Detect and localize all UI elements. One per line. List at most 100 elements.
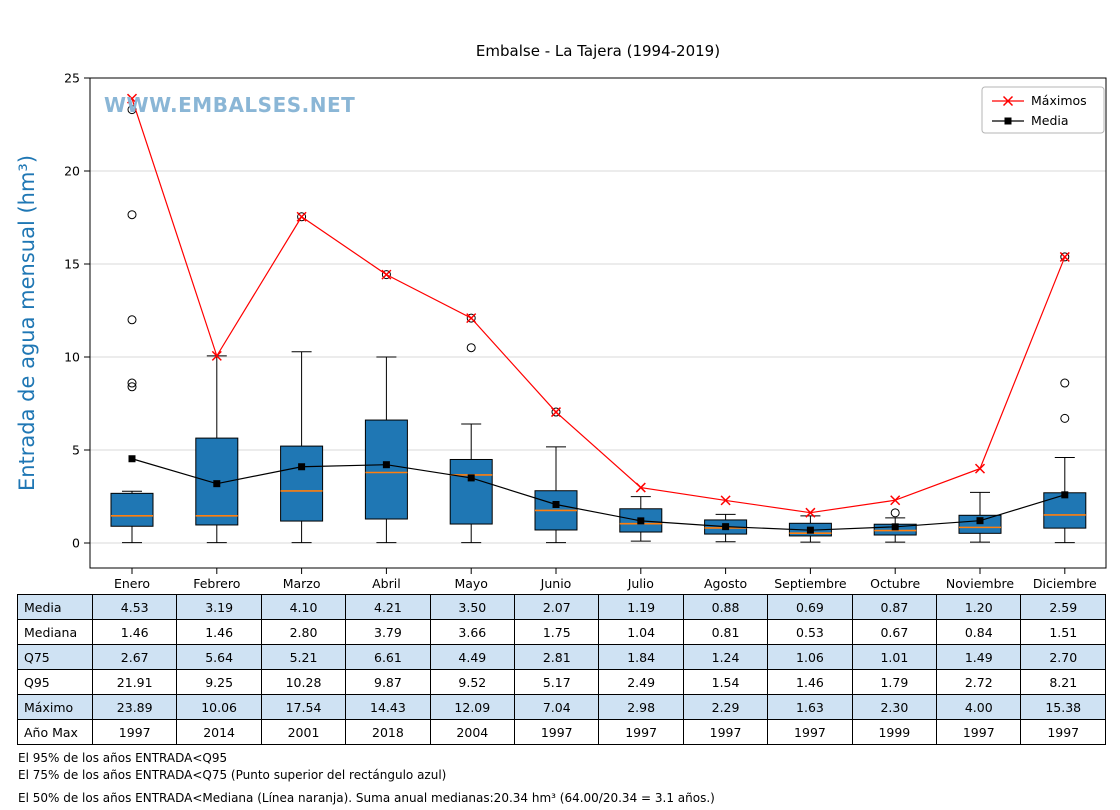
stat-cell: 10.06 — [176, 694, 262, 720]
y-tick-label: 15 — [64, 257, 80, 272]
square-marker — [213, 480, 221, 488]
legend-media-label: Media — [1031, 113, 1069, 128]
stat-cell: 1.06 — [767, 644, 853, 670]
stat-cell: 2.80 — [260, 619, 347, 645]
stat-cell: 3.66 — [429, 619, 516, 645]
stat-cell: 5.64 — [176, 644, 262, 670]
stat-cell: 1.79 — [851, 669, 938, 695]
table-row: Q95 21.91 9.25 10.28 9.87 9.52 5.17 2.49 1.54 1.4… — [17, 669, 1106, 695]
x-marker — [296, 211, 307, 222]
stat-cell: 1.19 — [598, 594, 684, 620]
stat-cell: 1.46 — [176, 619, 262, 645]
x-tick-label: Diciembre — [1033, 576, 1097, 591]
monthly-inflow-boxplot-chart: 0 5 10 15 20 25 Enero Febrero Marzo Abril Mayo Juni… — [15, 42, 1107, 591]
stat-cell: 3.79 — [345, 619, 431, 645]
iqr-box — [280, 445, 324, 522]
x-tick-label: Septiembre — [774, 576, 847, 591]
iqr-box — [110, 492, 154, 527]
square-marker — [806, 526, 814, 534]
stat-cell: 9.52 — [429, 669, 516, 695]
stat-cell: 2004 — [429, 719, 516, 745]
outlier-circle — [466, 313, 476, 323]
stat-cell: 12.09 — [429, 694, 516, 720]
square-marker — [1061, 491, 1069, 499]
square-marker — [382, 461, 390, 469]
legend-media-marker — [1004, 117, 1012, 125]
stat-cell: 10.28 — [260, 669, 347, 695]
x-marker — [720, 495, 731, 506]
stat-cell: 1.54 — [682, 669, 769, 695]
x-marker — [126, 93, 138, 104]
stat-cell: 2.81 — [514, 644, 600, 670]
stat-cell: 1997 — [598, 719, 684, 745]
outlier-circle — [127, 382, 137, 392]
stat-cell: 1999 — [851, 719, 938, 745]
stat-cell: 5.17 — [514, 669, 600, 695]
x-tick-label: Febrero — [193, 576, 240, 591]
boxplot-month-5 — [534, 407, 578, 544]
y-tick-label: 0 — [72, 536, 80, 551]
series-line — [131, 458, 1065, 531]
stat-cell: 0.87 — [851, 594, 938, 620]
row-label: Media — [17, 594, 93, 620]
outlier-circle — [551, 407, 561, 417]
stat-cell: 1.49 — [936, 644, 1022, 670]
x-marker — [1002, 95, 1014, 107]
stat-cell: 7.04 — [514, 694, 600, 720]
x-marker — [805, 507, 816, 518]
stat-cell: 4.10 — [260, 594, 347, 620]
stat-cell: 2001 — [260, 719, 347, 745]
stat-cell: 21.91 — [91, 669, 178, 695]
outlier-circle — [1060, 252, 1070, 262]
square-marker — [637, 517, 645, 525]
stat-cell: 1.51 — [1020, 619, 1106, 645]
square-marker — [552, 500, 560, 508]
x-marker — [466, 313, 477, 324]
outlier-circle — [1060, 413, 1070, 423]
plot-border — [89, 77, 1107, 569]
stat-cell: 1.63 — [767, 694, 853, 720]
table-row: Media 4.53 3.19 4.10 4.21 3.50 2.07 1.19 0.88 0.6… — [17, 594, 1106, 620]
x-marker — [550, 407, 562, 418]
x-tick-label: Junio — [540, 576, 572, 591]
stat-cell: 2014 — [176, 719, 262, 745]
table-row: Año Max 1997 2014 2001 2018 2004 1997 1997 1997 1… — [17, 719, 1106, 745]
outlier-circle — [1060, 378, 1070, 388]
iqr-box — [364, 419, 408, 520]
table-row: Mediana 1.46 1.46 2.80 3.79 3.66 1.75 1.04 0.81 0… — [17, 619, 1106, 645]
stat-cell: 1.46 — [91, 619, 178, 645]
square-marker — [891, 523, 899, 531]
stat-cell: 0.81 — [682, 619, 769, 645]
x-marker — [974, 463, 986, 474]
square-marker — [128, 455, 136, 463]
stat-cell: 2.59 — [1020, 594, 1106, 620]
stat-cell: 2.98 — [598, 694, 684, 720]
legend: Máximos Media — [981, 86, 1105, 134]
x-tick-label: Mayo — [454, 576, 488, 591]
stat-cell: 5.21 — [260, 644, 347, 670]
table-row: Q75 2.67 5.64 5.21 6.61 4.49 2.81 1.84 1.24 1.06 1… — [17, 644, 1106, 670]
chart-title: Embalse - La Tajera (1994-2019) — [476, 42, 720, 60]
stat-cell: 6.61 — [345, 644, 431, 670]
footnote: El 75% de los años ENTRADA<Q75 (Punto su… — [18, 768, 447, 782]
maximos-line-series — [126, 93, 1070, 518]
iqr-box — [958, 514, 1002, 534]
x-tick-label: Abril — [372, 576, 401, 591]
outlier-circle — [466, 343, 476, 353]
x-marker — [635, 482, 646, 493]
stat-cell: 4.49 — [429, 644, 516, 670]
stat-cell: 8.21 — [1020, 669, 1106, 695]
boxplot-month-3 — [364, 270, 408, 544]
stat-cell: 4.53 — [91, 594, 178, 620]
stat-cell: 14.43 — [345, 694, 431, 720]
boxplot-month-2 — [280, 212, 324, 544]
stat-cell: 3.19 — [176, 594, 262, 620]
stat-cell: 4.21 — [345, 594, 431, 620]
outlier-circle — [297, 212, 307, 222]
x-tick-label: Noviembre — [946, 576, 1015, 591]
row-label: Máximo — [17, 694, 93, 720]
stat-cell: 1.84 — [598, 644, 684, 670]
stat-cell: 9.25 — [176, 669, 262, 695]
outlier-circle — [890, 508, 900, 518]
